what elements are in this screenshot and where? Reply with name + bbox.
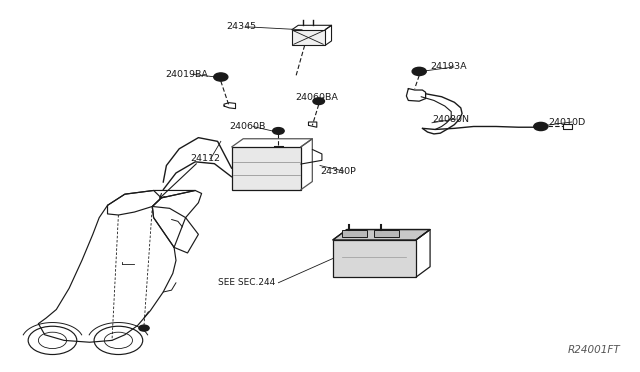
Circle shape [214,73,228,81]
Bar [292,30,325,45]
Text: 24060BA: 24060BA [296,93,339,102]
Bar [374,230,399,237]
Circle shape [534,122,548,131]
Bar [232,147,301,190]
Text: 24080N: 24080N [432,115,469,124]
Text: 24340P: 24340P [320,167,356,176]
Circle shape [313,98,324,105]
Text: 24010D: 24010D [548,118,585,126]
Text: 24060B: 24060B [229,122,266,131]
Circle shape [273,128,284,134]
Bar [342,230,367,237]
Bar [333,240,416,277]
Polygon shape [333,230,430,240]
Circle shape [139,325,149,331]
Text: R24001FT: R24001FT [568,345,621,355]
Text: 24019BA: 24019BA [165,70,208,79]
Text: 24112: 24112 [191,154,221,163]
Text: 24193A: 24193A [430,62,467,71]
Circle shape [412,67,426,76]
Text: SEE SEC.244: SEE SEC.244 [218,278,275,287]
Text: 24345: 24345 [226,22,256,31]
